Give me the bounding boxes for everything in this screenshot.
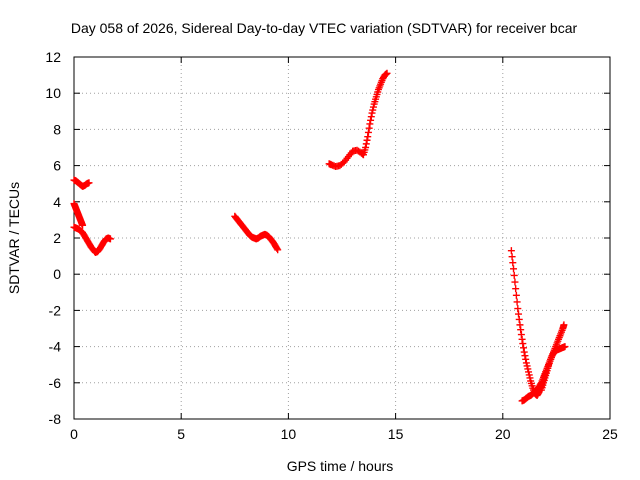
- x-tick-label: 25: [602, 426, 618, 442]
- data-point: [364, 133, 372, 141]
- y-tick-label: 2: [53, 230, 61, 246]
- data-point: [85, 179, 93, 187]
- y-tick-label: -8: [49, 411, 62, 427]
- data-point: [364, 128, 372, 136]
- data-point: [507, 247, 515, 255]
- data-point: [561, 343, 569, 351]
- y-tick-label: 10: [45, 85, 61, 101]
- data-point: [511, 278, 519, 286]
- data-point: [274, 246, 282, 254]
- data-point: [367, 113, 375, 121]
- data-series: [70, 176, 93, 190]
- data-point: [512, 285, 520, 293]
- data-point: [273, 245, 281, 253]
- data-point: [512, 291, 520, 299]
- data-point: [515, 315, 523, 323]
- data-point: [517, 326, 525, 334]
- data-series: [325, 69, 391, 171]
- data-point: [518, 335, 526, 343]
- y-tick-label: -4: [49, 339, 62, 355]
- x-tick-label: 5: [177, 426, 185, 442]
- data-point: [520, 344, 528, 352]
- data-point: [79, 221, 87, 229]
- y-axis-label: SDTVAR / TECUs: [6, 182, 22, 294]
- grid-lines: [74, 57, 610, 419]
- x-tick-label: 15: [388, 426, 404, 442]
- data-point: [521, 352, 529, 360]
- data-series: [70, 223, 114, 256]
- y-tick-label: -2: [49, 302, 62, 318]
- y-tick-label: -6: [49, 375, 62, 391]
- x-tick-label: 0: [70, 426, 78, 442]
- data-series: [70, 200, 87, 229]
- data-point: [522, 355, 530, 363]
- data-point: [366, 120, 374, 128]
- y-tick-label: 0: [53, 266, 61, 282]
- data-point: [106, 235, 114, 243]
- data-point: [363, 136, 371, 144]
- data-point: [367, 116, 375, 124]
- x-tick-label: 10: [281, 426, 297, 442]
- data-point: [365, 124, 373, 132]
- data-series: [231, 212, 282, 254]
- data-point: [510, 271, 518, 279]
- data-point: [383, 69, 391, 77]
- data-point: [516, 321, 524, 329]
- data-point: [362, 144, 370, 151]
- data-series: [537, 321, 568, 394]
- chart-title: Day 058 of 2026, Sidereal Day-to-day VTE…: [71, 20, 578, 36]
- axis-ticks: 0 5 10 15 20 25 -8 -6 -4 -2 0 2 4 6 8 10 12: [45, 49, 618, 442]
- data-point: [362, 140, 370, 148]
- data-point: [515, 310, 523, 318]
- data-point: [509, 259, 517, 267]
- data-point: [513, 298, 521, 306]
- data-point: [519, 340, 527, 348]
- y-tick-label: 6: [53, 158, 61, 174]
- x-axis-label: GPS time / hours: [287, 458, 394, 474]
- data-point: [508, 253, 516, 261]
- data-points: [70, 69, 569, 405]
- y-tick-label: 4: [53, 194, 61, 210]
- data-point: [510, 265, 518, 273]
- y-tick-label: 8: [53, 121, 61, 137]
- data-point: [514, 305, 522, 313]
- data-point: [520, 348, 528, 356]
- y-tick-label: 12: [45, 49, 61, 65]
- x-tick-label: 20: [495, 426, 511, 442]
- data-point: [517, 331, 525, 339]
- data-point: [560, 321, 568, 329]
